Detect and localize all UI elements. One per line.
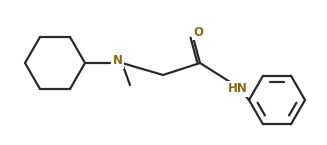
Text: O: O xyxy=(193,26,203,39)
Text: N: N xyxy=(113,55,123,68)
Text: HN: HN xyxy=(228,83,248,96)
